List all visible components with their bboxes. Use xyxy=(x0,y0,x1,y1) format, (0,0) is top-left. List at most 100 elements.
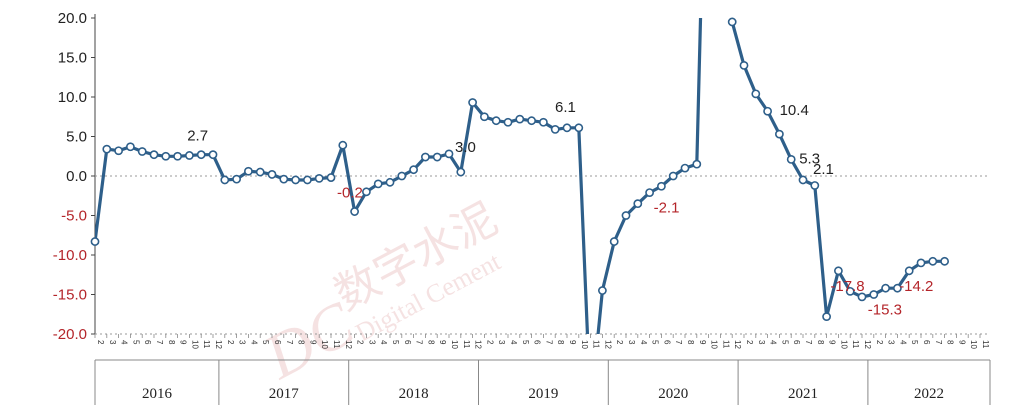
data-point xyxy=(692,159,702,169)
data-point xyxy=(775,129,784,139)
x-tick-label: 6 xyxy=(922,340,931,345)
x-tick-label: 10 xyxy=(710,340,719,349)
data-point xyxy=(302,175,312,185)
x-tick-label: 11 xyxy=(851,340,860,349)
data-point xyxy=(409,165,418,175)
x-axis: 2 3 4 5 6 7 8 9 10 11 12 2 3 4 5 6 7 8 9 10 11 12 2 3 4 5 6 7 8 9 10 11… xyxy=(94,334,991,405)
x-tick-label: 4 xyxy=(120,340,129,345)
data-point xyxy=(149,150,159,160)
data-point xyxy=(161,151,171,161)
x-tick-label: 7 xyxy=(934,340,943,345)
data-point xyxy=(928,256,938,266)
series-markers xyxy=(90,17,949,322)
y-tick-label: -15.0 xyxy=(53,287,87,304)
data-point xyxy=(232,174,241,184)
x-tick-label: 12 xyxy=(344,340,353,349)
x-tick-label: 7 xyxy=(155,340,164,345)
x-tick-label: 3 xyxy=(887,340,896,345)
x-tick-label: 4 xyxy=(769,340,778,345)
data-point xyxy=(751,89,761,99)
x-tick-label: 12 xyxy=(863,340,872,349)
data-point xyxy=(527,116,536,126)
y-tick-label: 5.0 xyxy=(66,129,87,146)
year-label: 2021 xyxy=(788,386,818,402)
x-tick-label: 3 xyxy=(627,340,636,345)
x-tick-label: 4 xyxy=(639,340,648,345)
x-tick-label: 3 xyxy=(108,340,117,345)
x-tick-label: 8 xyxy=(556,340,565,345)
data-label: 6.1 xyxy=(555,99,576,116)
x-tick-label: 7 xyxy=(674,340,683,345)
data-point xyxy=(385,177,395,187)
y-tick-label: 0.0 xyxy=(66,168,87,185)
data-point xyxy=(633,199,643,209)
x-tick-label: 12 xyxy=(603,340,612,349)
data-point xyxy=(338,140,348,150)
data-point xyxy=(102,144,112,154)
data-point xyxy=(90,237,100,246)
x-tick-label: 4 xyxy=(898,340,907,345)
data-labels: 2.7 -0.2 3.0 6.1 -2.1 10.4 5.32.1 -17.8-15.3 -14… xyxy=(187,0,982,319)
data-point xyxy=(468,98,477,107)
x-tick-label: 10 xyxy=(580,340,589,349)
x-tick-label: 11 xyxy=(462,340,471,349)
data-label: -17.8 xyxy=(830,278,864,295)
x-tick-label: 11 xyxy=(332,340,341,349)
x-tick-label: 2 xyxy=(96,340,105,345)
x-tick-label: 5 xyxy=(910,340,919,345)
data-label: -14.2 xyxy=(899,278,933,295)
y-tick-label: -10.0 xyxy=(53,247,87,264)
data-point xyxy=(668,171,678,181)
data-point xyxy=(834,266,843,276)
data-point xyxy=(479,112,489,122)
x-tick-label: 5 xyxy=(521,340,530,345)
y-tick-label: -20.0 xyxy=(53,326,87,343)
data-point xyxy=(550,124,560,134)
data-point xyxy=(727,17,737,27)
year-label: 2019 xyxy=(528,386,558,402)
x-tick-label: 5 xyxy=(391,340,400,345)
data-point xyxy=(845,286,855,296)
x-tick-label: 12 xyxy=(733,340,742,349)
x-tick-label: 8 xyxy=(686,340,695,345)
x-tick-label: 8 xyxy=(816,340,825,345)
x-tick-label: 10 xyxy=(450,340,459,349)
year-label: 2022 xyxy=(914,386,944,402)
y-tick-label: 15.0 xyxy=(58,50,87,67)
year-label: 2017 xyxy=(269,386,300,402)
x-tick-label: 5 xyxy=(131,340,140,345)
data-point xyxy=(574,123,584,133)
data-point xyxy=(361,187,371,197)
data-point xyxy=(432,152,442,162)
axes xyxy=(94,14,990,335)
y-tick-label: -5.0 xyxy=(61,208,87,225)
data-point xyxy=(420,152,430,162)
data-point xyxy=(196,150,206,160)
data-point xyxy=(657,181,666,191)
x-tick-label: 8 xyxy=(167,340,176,345)
x-tick-label: 6 xyxy=(273,340,282,345)
data-label: 10.4 xyxy=(780,102,809,119)
x-tick-label: 10 xyxy=(839,340,848,349)
data-point xyxy=(798,175,808,185)
data-point xyxy=(184,151,194,160)
x-tick-label: 2 xyxy=(875,340,884,345)
data-point xyxy=(539,117,548,127)
data-label: 2.1 xyxy=(813,161,834,178)
data-point xyxy=(680,163,690,173)
data-point xyxy=(456,167,466,177)
x-tick-label: 3 xyxy=(238,340,247,345)
x-tick-label: 9 xyxy=(308,340,317,345)
data-label: -0.2 xyxy=(337,185,363,202)
data-point xyxy=(904,266,914,276)
data-point xyxy=(350,207,359,216)
x-tick-label: 12 xyxy=(474,340,483,349)
data-point xyxy=(314,173,324,183)
year-label: 2016 xyxy=(142,386,173,402)
data-point xyxy=(515,114,525,124)
data-point xyxy=(645,188,654,197)
x-tick-label: 7 xyxy=(804,340,813,345)
data-point xyxy=(940,256,949,266)
x-tick-label: 4 xyxy=(249,340,258,345)
